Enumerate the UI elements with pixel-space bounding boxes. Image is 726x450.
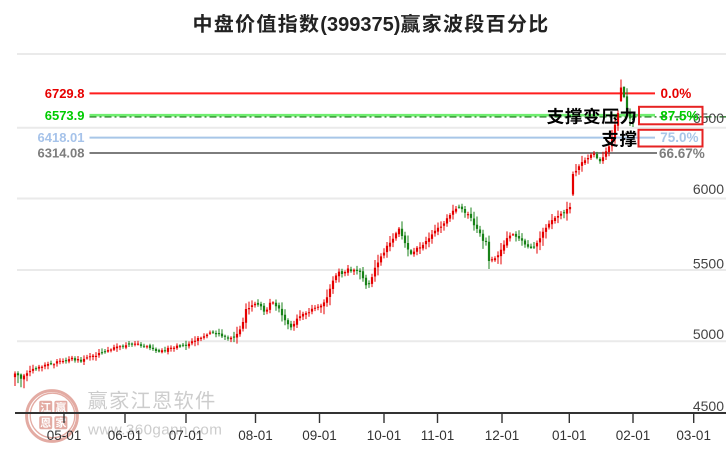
svg-text:6573.9: 6573.9 bbox=[45, 108, 85, 123]
svg-text:08-01: 08-01 bbox=[238, 428, 273, 443]
svg-text:6314.08: 6314.08 bbox=[38, 146, 85, 161]
svg-text:06-01: 06-01 bbox=[108, 428, 143, 443]
svg-text:www.360gann.com: www.360gann.com bbox=[87, 422, 222, 439]
svg-text:11-01: 11-01 bbox=[421, 428, 455, 443]
svg-text:87.5%: 87.5% bbox=[660, 108, 698, 123]
svg-text:0.0%: 0.0% bbox=[661, 86, 692, 101]
svg-text:4500: 4500 bbox=[693, 398, 724, 414]
svg-text:12-01: 12-01 bbox=[485, 428, 520, 443]
svg-text:03-01: 03-01 bbox=[676, 428, 711, 443]
svg-text:02-01: 02-01 bbox=[616, 428, 651, 443]
svg-text:75.0%: 75.0% bbox=[660, 130, 698, 145]
svg-text:5500: 5500 bbox=[693, 256, 724, 272]
svg-text:6000: 6000 bbox=[693, 181, 724, 197]
svg-text:10-01: 10-01 bbox=[367, 428, 402, 443]
svg-text:07-01: 07-01 bbox=[169, 428, 204, 443]
svg-text:6418.01: 6418.01 bbox=[38, 130, 85, 145]
svg-text:6500: 6500 bbox=[693, 110, 724, 126]
svg-text:66.67%: 66.67% bbox=[659, 146, 705, 161]
svg-text:(399375): (399375) bbox=[320, 14, 400, 36]
svg-text:5000: 5000 bbox=[693, 326, 724, 342]
svg-text:09-01: 09-01 bbox=[302, 428, 337, 443]
svg-text:01-01: 01-01 bbox=[552, 428, 587, 443]
svg-text:6729.8: 6729.8 bbox=[45, 86, 85, 101]
svg-text:05-01: 05-01 bbox=[47, 428, 82, 443]
